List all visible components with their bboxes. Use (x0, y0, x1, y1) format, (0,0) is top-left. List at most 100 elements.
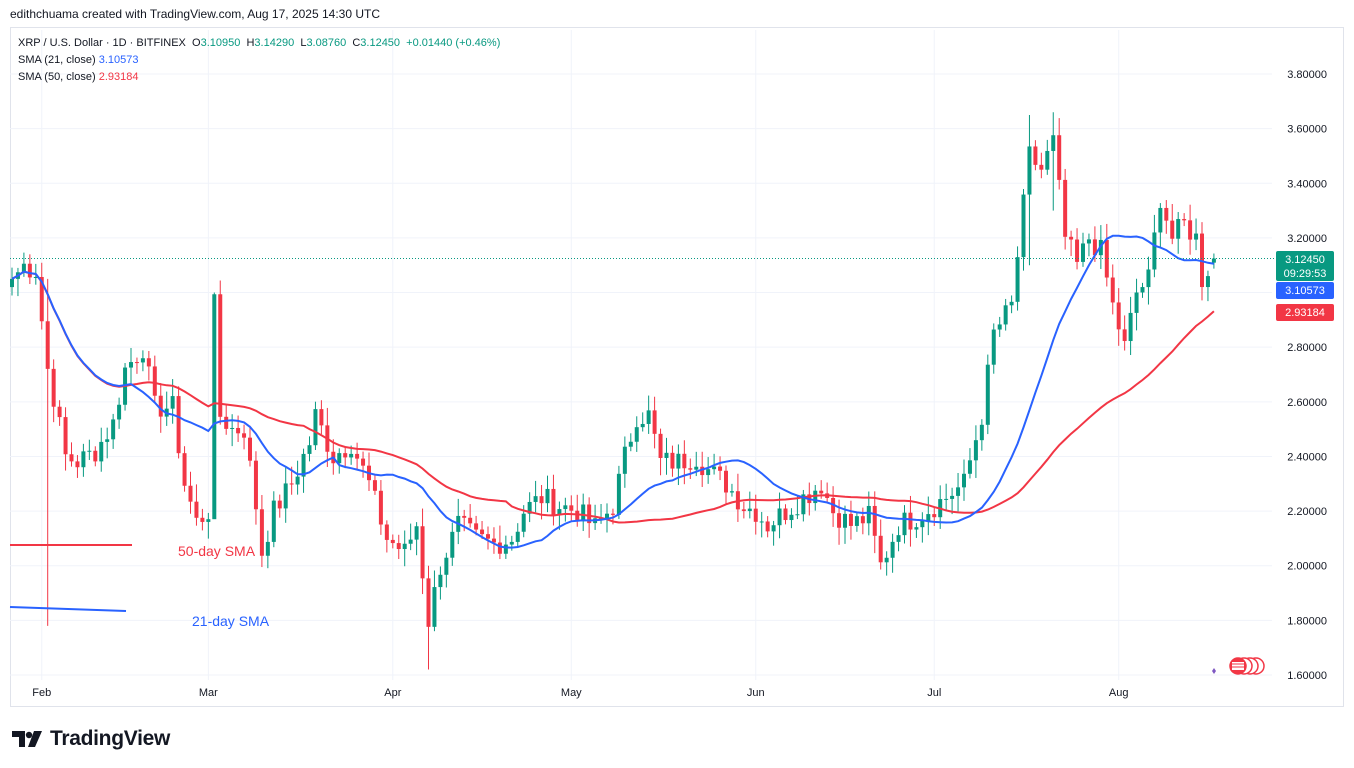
chart-frame (10, 27, 1344, 707)
candle (152, 355, 157, 403)
candle (634, 416, 639, 452)
candle (15, 267, 20, 297)
candle (486, 526, 490, 550)
candle (57, 400, 62, 426)
candle (236, 415, 241, 442)
candle (670, 445, 675, 477)
candle (212, 292, 217, 520)
candle (1146, 256, 1151, 305)
candle (134, 357, 139, 374)
candle (1039, 152, 1044, 179)
candle (390, 534, 395, 549)
candle (1128, 296, 1133, 356)
tradingview-wordmark: TradingView (50, 727, 171, 750)
candle (188, 471, 193, 514)
candle (956, 472, 961, 512)
candle (551, 474, 556, 526)
x-tick-label: Aug (1109, 687, 1129, 699)
candle (111, 413, 116, 449)
svg-text:3.10573: 3.10573 (1285, 285, 1325, 297)
candle (914, 523, 919, 538)
y-tick-label: 1.80000 (1287, 615, 1327, 627)
y-tick-label: 2.80000 (1287, 342, 1327, 354)
candle (706, 457, 711, 484)
candle (1116, 288, 1121, 346)
candle (99, 427, 104, 472)
candle (194, 484, 199, 526)
sma21-annotation: 21-day SMA (192, 613, 270, 629)
y-tick-label: 2.00000 (1287, 561, 1327, 573)
candle (271, 491, 276, 548)
candle (658, 428, 663, 476)
candle (200, 508, 205, 531)
candle (831, 486, 836, 527)
candle (1075, 228, 1080, 270)
candle (729, 483, 734, 497)
x-axis: Feb Mar Apr May Jun Jul Aug (32, 687, 1128, 699)
x-tick-label: May (561, 687, 582, 699)
candle (230, 414, 235, 447)
footer-brand[interactable]: TradingView (12, 727, 170, 751)
sma50-line (11, 270, 1215, 524)
candle (771, 520, 776, 546)
y-tick-label: 2.40000 (1287, 451, 1327, 463)
sma50-label[interactable]: SMA (50, close) (18, 71, 96, 83)
legend-symbol-row: XRP / U.S. Dollar · 1D · BITFINEX O3.109… (18, 37, 501, 49)
candle (920, 512, 925, 543)
candle (295, 460, 300, 495)
x-tick-label: Jul (927, 687, 941, 699)
candle (372, 474, 377, 495)
candle (146, 350, 151, 381)
candle (991, 323, 996, 374)
candle (105, 427, 110, 459)
x-tick-label: Jun (747, 687, 765, 699)
candle (1134, 278, 1139, 331)
last-price-tag: 3.12450 09:29:53 (1276, 251, 1334, 281)
candle (414, 522, 419, 556)
candle (1081, 232, 1085, 267)
candle (527, 492, 532, 523)
y-axis: 3.800003.600003.400003.200003.000002.800… (1287, 69, 1327, 682)
candle (1170, 203, 1175, 245)
candle (1211, 253, 1216, 269)
candle (206, 512, 211, 539)
candle (926, 496, 931, 536)
candle (75, 455, 80, 478)
candle (63, 407, 68, 471)
candle (343, 446, 348, 469)
candle (545, 475, 550, 513)
candle (301, 448, 306, 493)
candle (718, 456, 723, 481)
candle (908, 495, 913, 547)
high-value: 3.14290 (254, 37, 295, 49)
candle (1045, 139, 1050, 175)
candle (491, 527, 496, 554)
candle (979, 419, 984, 451)
candle (860, 507, 865, 535)
y-tick-label: 2.60000 (1287, 397, 1327, 409)
candle (51, 359, 56, 423)
candle (557, 501, 562, 530)
legend-sma50-row: SMA (50, close) 2.93184 (18, 69, 500, 86)
candle (277, 494, 282, 518)
candle (1110, 264, 1115, 315)
candle (1086, 233, 1091, 257)
candle (39, 262, 44, 330)
candle (563, 497, 568, 522)
candle (420, 508, 425, 595)
symbol-name[interactable]: XRP / U.S. Dollar · 1D · BITFINEX (18, 37, 186, 49)
candle (932, 507, 937, 527)
sma50-annotation: 50-day SMA (178, 543, 256, 559)
candle (515, 523, 520, 548)
legend: XRP / U.S. Dollar · 1D · BITFINEX O3.109… (18, 35, 500, 86)
economic-events-icon[interactable] (1212, 657, 1265, 675)
candle (259, 495, 264, 568)
candle (313, 401, 318, 451)
candle (253, 451, 258, 525)
candle (985, 354, 990, 435)
candle (801, 489, 806, 522)
candle (384, 520, 389, 553)
y-tick-label: 3.20000 (1287, 233, 1327, 245)
sma21-label[interactable]: SMA (21, close) (18, 54, 96, 66)
